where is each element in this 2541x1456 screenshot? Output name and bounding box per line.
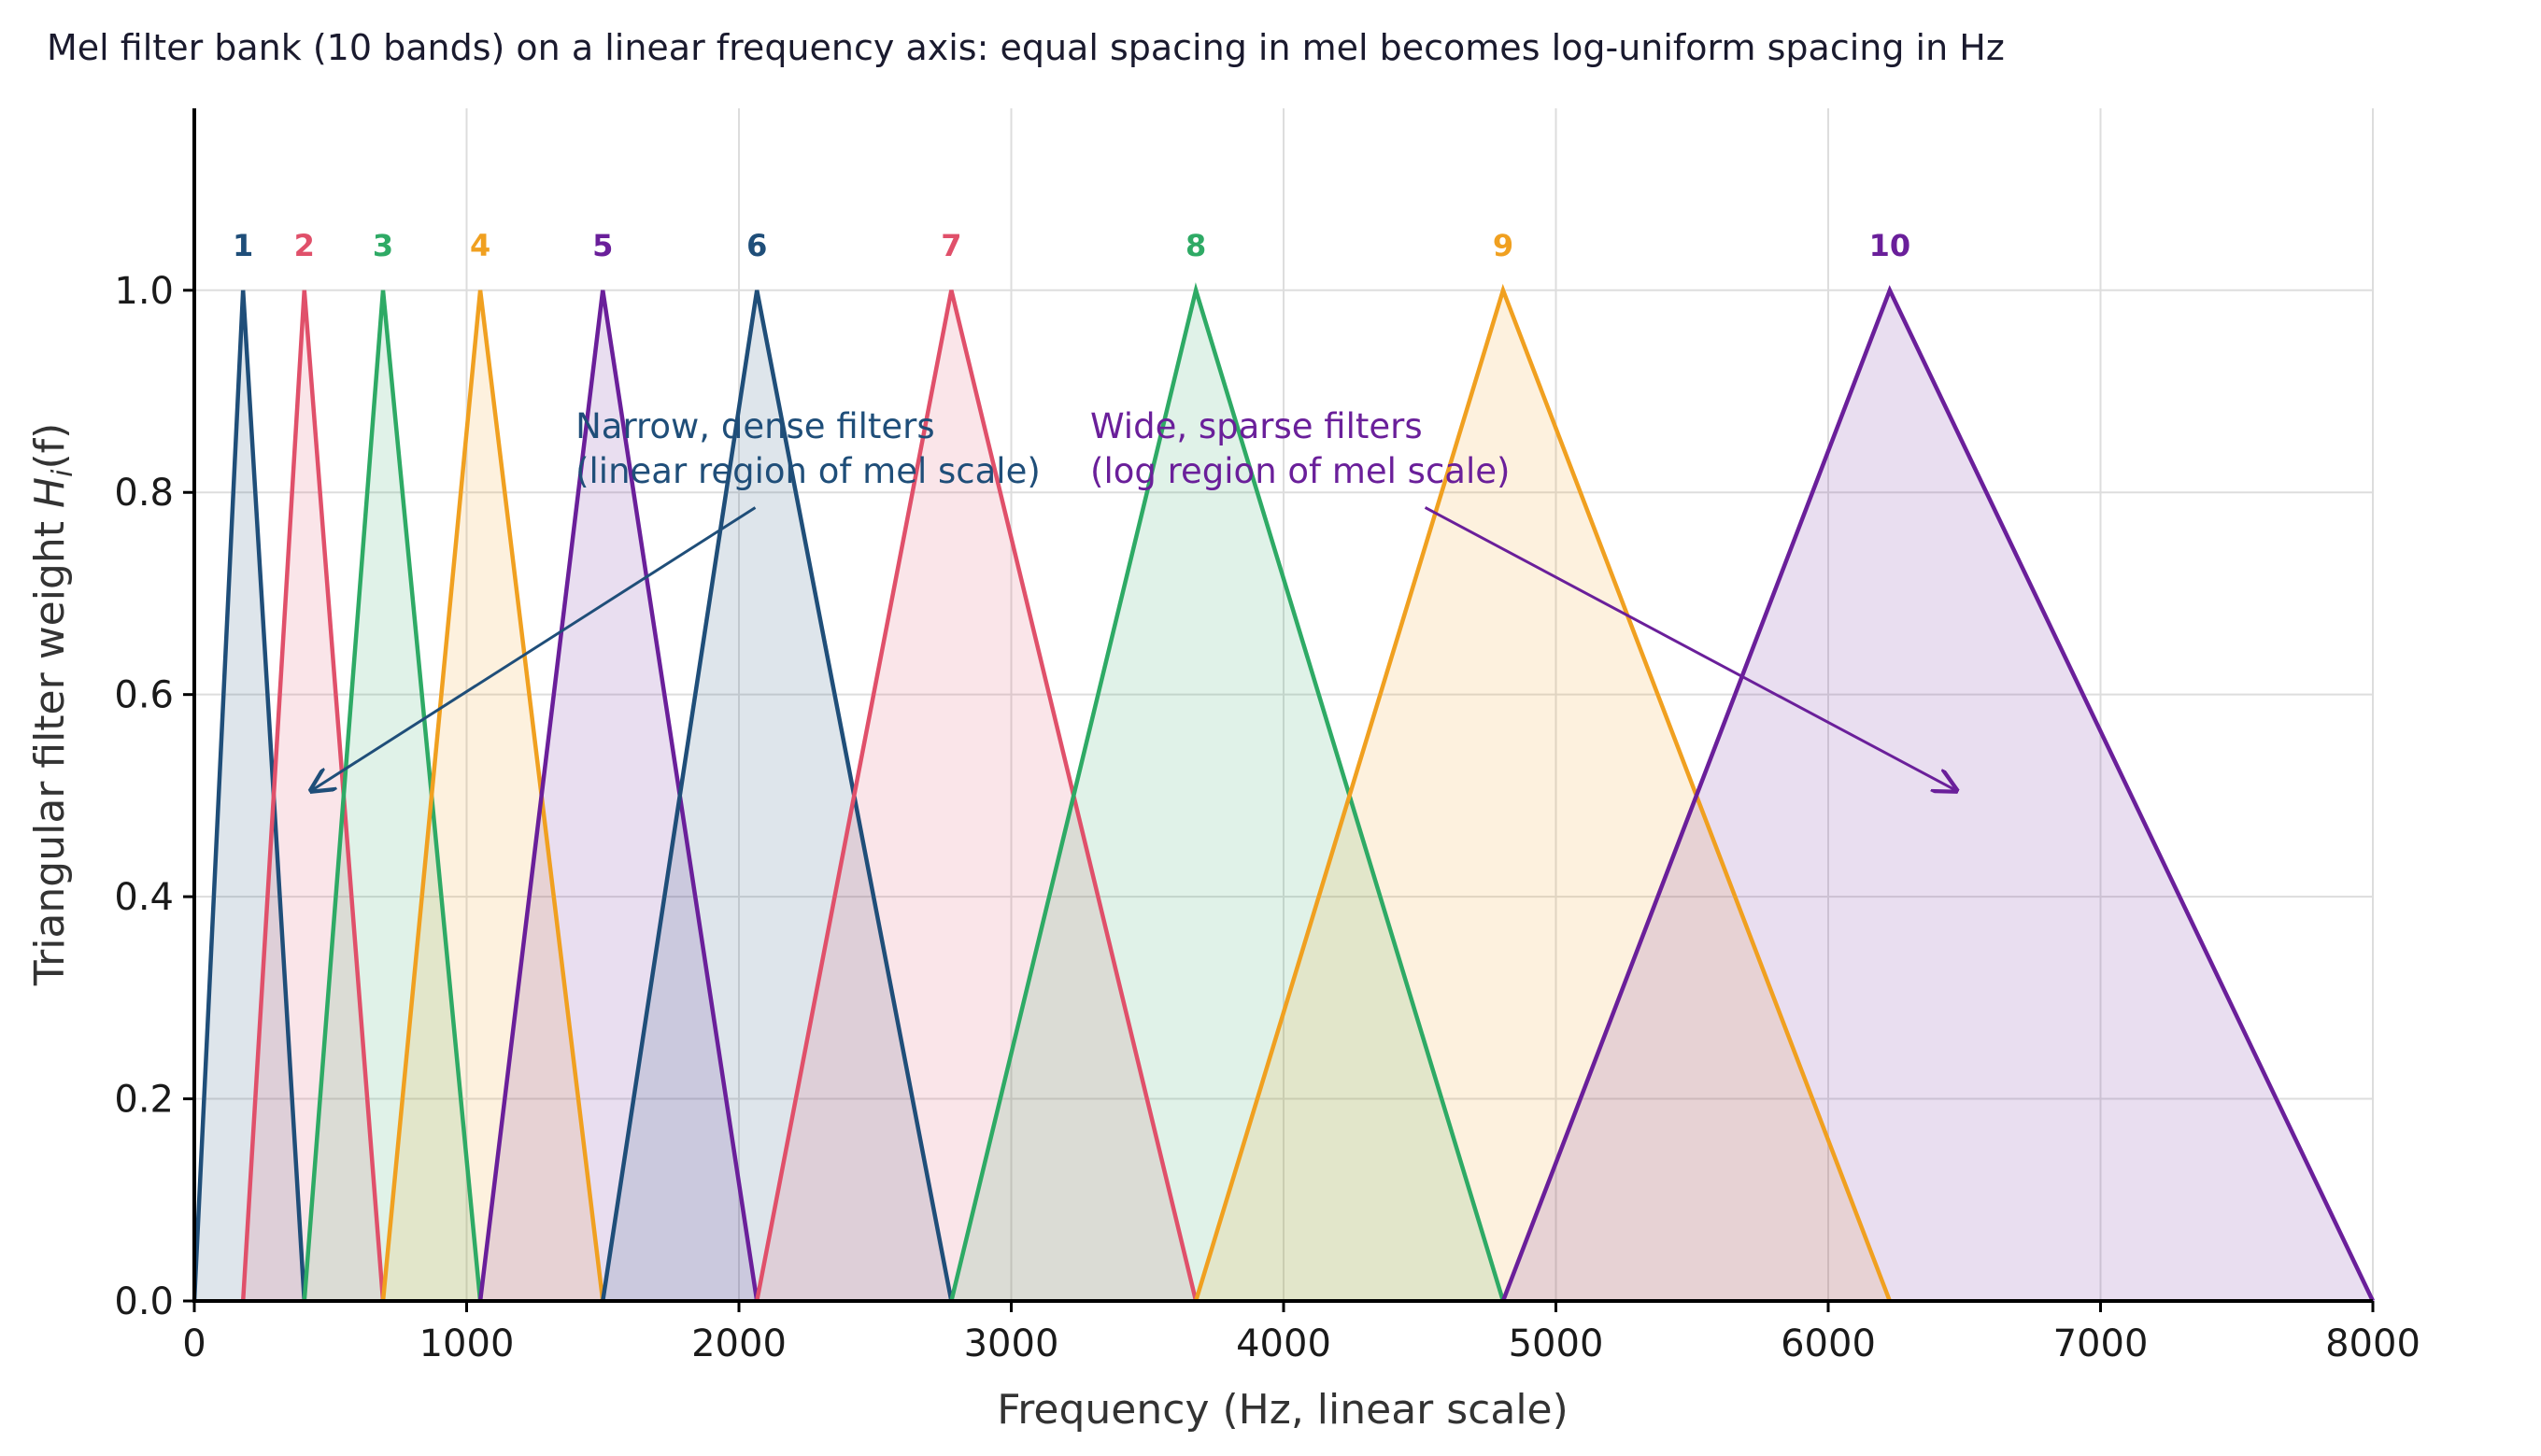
x-tick-label: 0	[182, 1322, 206, 1365]
filter-6-label: 6	[746, 228, 767, 263]
chart-title: Mel filter bank (10 bands) on a linear f…	[47, 27, 2005, 68]
filter-fills	[194, 290, 2373, 1301]
x-tick-label: 7000	[2053, 1322, 2149, 1365]
filter-7-line	[755, 290, 1199, 1302]
y-axis-label-symbol: H	[26, 477, 74, 508]
filter-4-fill	[383, 290, 603, 1301]
y-tick-label: 0.4	[114, 876, 174, 919]
filter-5-line	[477, 290, 759, 1302]
annotation-narrow-arrow	[311, 506, 757, 790]
x-tick-label: 1000	[419, 1322, 515, 1365]
x-tick-label: 2000	[691, 1322, 787, 1365]
filter-2-label: 2	[294, 228, 315, 263]
y-tick-label: 0.2	[114, 1079, 174, 1122]
filter-1-line	[192, 290, 307, 1302]
filter-2-line	[240, 290, 386, 1302]
x-tick-label: 5000	[1509, 1322, 1604, 1365]
y-axis-label-prefix: Triangular filter weight	[26, 508, 74, 986]
filter-2-fill	[243, 290, 384, 1301]
filter-4-label: 4	[470, 228, 490, 263]
filter-4-line	[380, 290, 605, 1302]
annotation-wide-arrow	[1424, 506, 1956, 790]
y-tick-label: 0.0	[114, 1280, 174, 1323]
y-axis-label-suffix: (f)	[26, 423, 74, 470]
y-tick-label: 0.6	[114, 674, 174, 717]
filter-5-label: 5	[592, 228, 613, 263]
filter-8-fill	[951, 290, 1503, 1301]
filter-9-fill	[1196, 290, 1890, 1301]
filter-10-label: 10	[1869, 228, 1911, 263]
x-tick-label: 3000	[964, 1322, 1059, 1365]
y-tick-label: 1.0	[114, 270, 174, 313]
annotation-narrow-line2: (linear region of mel scale)	[575, 451, 1041, 491]
x-ticks: 0 1000 2000 3000 4000 5000 6000 7000 8000	[182, 1301, 2420, 1365]
filter-7-fill	[757, 290, 1197, 1301]
filter-outlines	[192, 282, 2376, 1302]
x-tick-label: 4000	[1236, 1322, 1331, 1365]
filter-3-fill	[304, 290, 481, 1301]
annotation-wide-line1: Wide, sparse filters	[1090, 406, 1423, 446]
y-ticks: 0.0 0.2 0.4 0.6 0.8 1.0	[114, 270, 194, 1323]
filter-7-label: 7	[941, 228, 961, 263]
filter-3-label: 3	[373, 228, 393, 263]
filter-3-line	[302, 290, 483, 1302]
annotation-wide-line2: (log region of mel scale)	[1090, 451, 1510, 491]
filter-5-fill	[480, 290, 758, 1301]
filter-1-label: 1	[233, 228, 253, 263]
y-tick-label: 0.8	[114, 472, 174, 515]
filter-6-line	[601, 290, 954, 1302]
filter-10-line	[1500, 285, 2376, 1302]
filter-9-label: 9	[1493, 228, 1513, 263]
filter-9-line	[1193, 283, 1892, 1302]
filter-8-label: 8	[1185, 228, 1206, 263]
annotations: Narrow, dense filters (linear region of …	[311, 406, 1956, 790]
filter-1-fill	[194, 290, 305, 1301]
x-tick-label: 8000	[2325, 1322, 2420, 1365]
x-tick-label: 6000	[1781, 1322, 1876, 1365]
filter-8-line	[949, 282, 1506, 1302]
y-axis-label-subscript: i	[47, 469, 79, 477]
filter-6-fill	[603, 290, 952, 1301]
filter-peak-labels: 1 2 3 4 5 6 7 8 9 10	[233, 228, 1910, 263]
filter-10-fill	[1502, 290, 2373, 1301]
x-axis-label: Frequency (Hz, linear scale)	[997, 1386, 1569, 1434]
annotation-narrow-line1: Narrow, dense filters	[575, 406, 935, 446]
y-axis-label: Triangular filter weight Hi(f)	[26, 423, 79, 987]
